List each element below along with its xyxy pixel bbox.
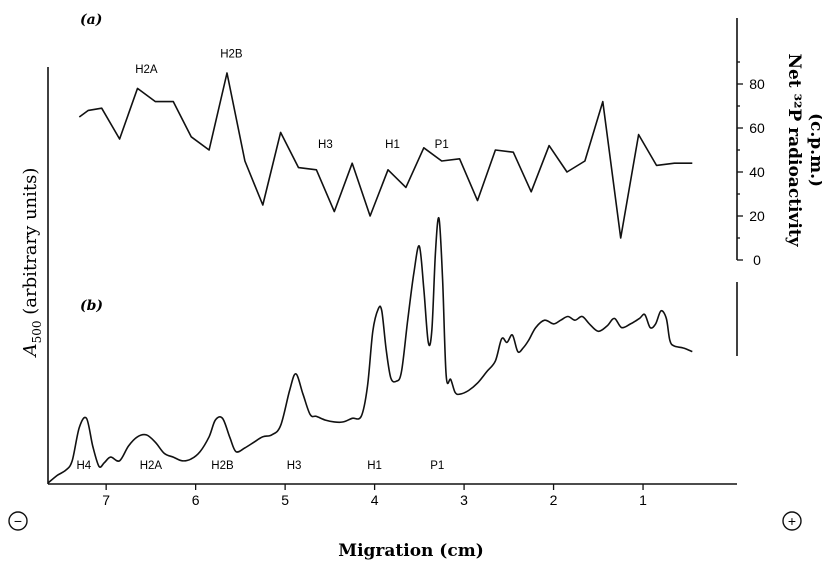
x-tick-label: 4 <box>371 492 379 508</box>
y-axis-title-main: A <box>20 343 41 358</box>
positive-electrode-sign: + <box>788 513 796 529</box>
x-tick-label: 3 <box>460 492 468 508</box>
axes-group <box>47 18 738 485</box>
peak-label-b-h1: H1 <box>367 460 382 472</box>
peak-labels-group: H2A H2B H3 H1 P1 H4 H2A H2B H3 H1 P1 <box>76 49 448 472</box>
peak-label-a-h3: H3 <box>318 139 333 151</box>
y2-ticks-group: 0 20 40 60 80 <box>737 61 765 268</box>
x-tick-label: 1 <box>639 492 647 508</box>
negative-electrode: − <box>8 511 28 531</box>
x-tick-label: 5 <box>281 492 289 508</box>
negative-electrode-sign: − <box>14 513 22 529</box>
series-a-radioactivity-line <box>78 72 693 239</box>
x-tick-label: 6 <box>192 492 200 508</box>
x-axis-title: Migration (cm) <box>338 541 484 561</box>
y-axis-title-rest: (arbitrary units) <box>20 168 41 321</box>
x-tick-label: 2 <box>550 492 558 508</box>
y-axis-title: A500 (arbitrary units) <box>20 168 44 359</box>
peak-label-b-h4: H4 <box>76 460 91 472</box>
peak-label-b-p1: P1 <box>430 460 444 472</box>
y2-tick-label: 40 <box>749 164 765 180</box>
peak-label-a-h2a: H2A <box>135 64 158 76</box>
y2-axis-title-line2: (c.p.m.) <box>806 113 822 187</box>
x-ticks-group: 7 6 5 4 3 2 1 <box>102 484 647 508</box>
positive-electrode: + <box>782 511 802 531</box>
peak-label-b-h2b: H2B <box>211 460 234 472</box>
y-axis-title-sub: 500 <box>30 320 44 343</box>
y2-tick-label: 0 <box>753 252 761 268</box>
panel-a-label: (a) <box>80 12 102 28</box>
peak-label-b-h2a: H2A <box>140 460 163 472</box>
x-tick-label: 7 <box>102 492 110 508</box>
peak-label-a-p1: P1 <box>435 139 449 151</box>
peak-label-b-h3: H3 <box>287 460 302 472</box>
y2-tick-label: 60 <box>749 120 765 136</box>
series-group <box>47 72 693 484</box>
peak-label-a-h1: H1 <box>385 139 400 151</box>
y2-axis-title-line1: Net ³²P radioactivity <box>784 53 804 247</box>
series-b-absorbance-line <box>47 216 693 484</box>
panel-b-label: (b) <box>80 298 103 314</box>
y2-tick-label: 80 <box>749 76 765 92</box>
peak-label-a-h2b: H2B <box>220 49 243 61</box>
y2-tick-label: 20 <box>749 208 765 224</box>
